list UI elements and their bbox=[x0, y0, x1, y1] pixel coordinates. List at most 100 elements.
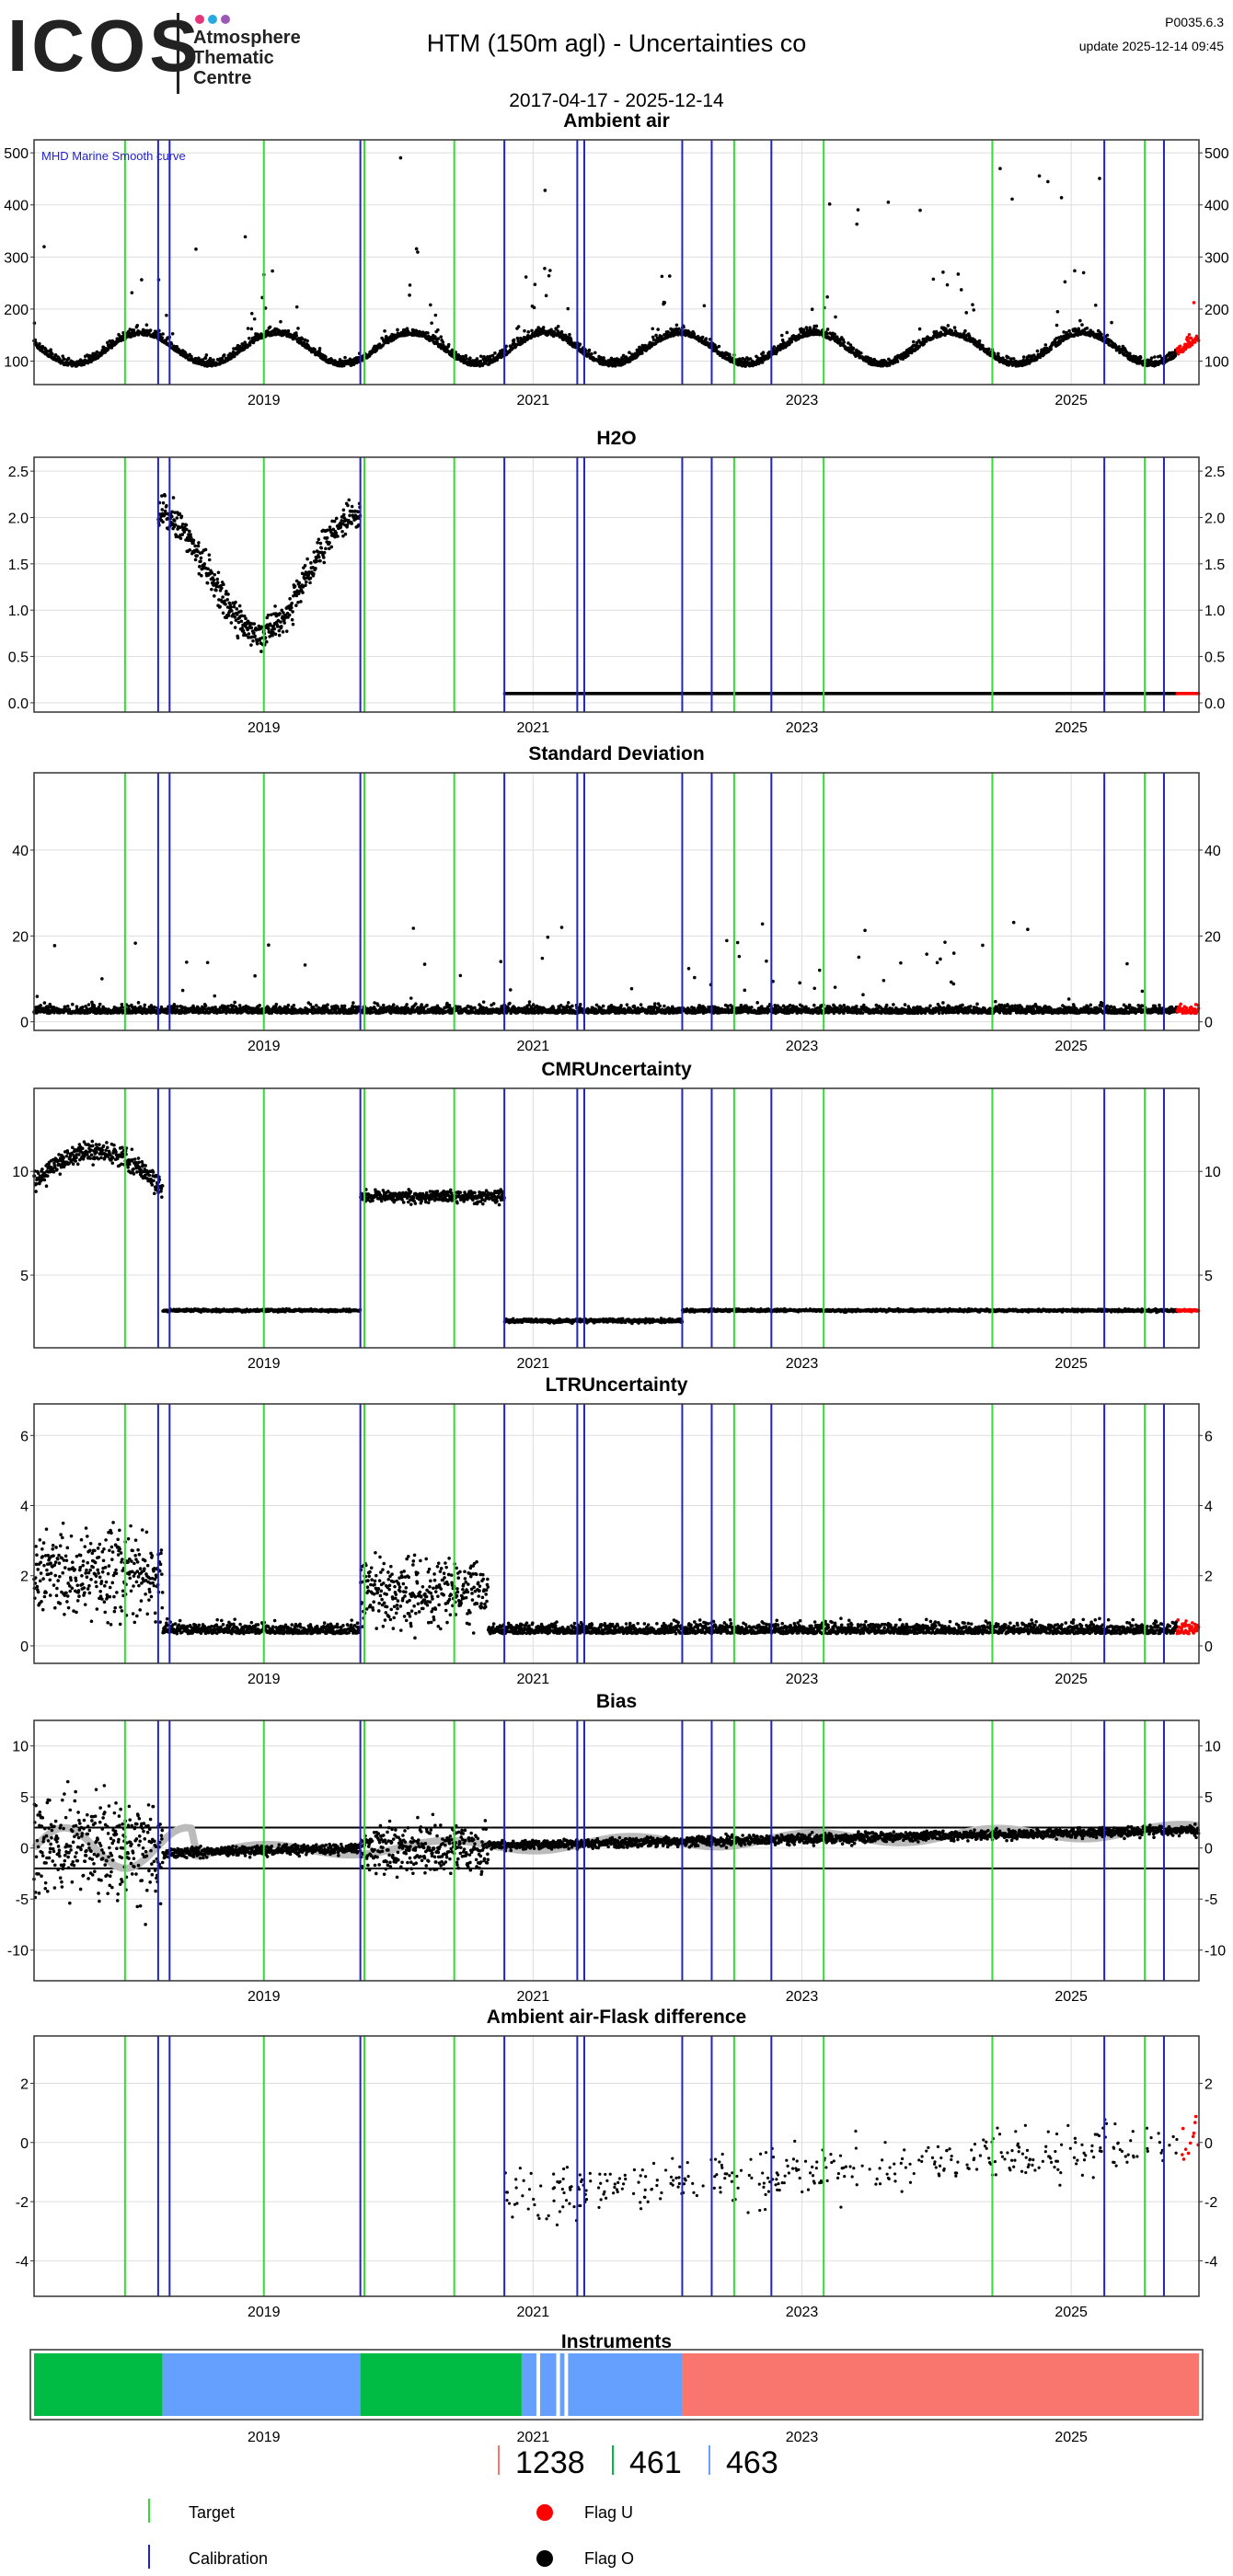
y-tick-label: 0.5 bbox=[1204, 650, 1225, 666]
x-tick-label: 2023 bbox=[786, 720, 819, 736]
x-tick-label: 2021 bbox=[517, 1989, 550, 2005]
panel-frame bbox=[33, 456, 1200, 713]
y-tick-label: 500 bbox=[4, 146, 29, 162]
panel-title: Ambient air bbox=[563, 110, 670, 132]
x-tick-label: 2021 bbox=[517, 2430, 550, 2445]
data-points bbox=[156, 492, 1179, 696]
y-tick-label: 40 bbox=[12, 844, 29, 859]
y-tick-label: 2 bbox=[1204, 2076, 1213, 2092]
data-points bbox=[503, 2118, 1179, 2226]
y-tick-label: 1.0 bbox=[8, 604, 29, 619]
y-tick-label: 5 bbox=[20, 1790, 29, 1806]
data-points bbox=[1175, 1618, 1201, 1636]
flag-u-legend-swatch bbox=[536, 2504, 553, 2521]
y-tick-label: -2 bbox=[16, 2195, 29, 2211]
x-tick-label: 2021 bbox=[517, 720, 550, 736]
panel-frame bbox=[33, 2035, 1200, 2297]
panel-title: Standard Deviation bbox=[528, 743, 704, 765]
y-tick-label: -5 bbox=[16, 1892, 29, 1908]
y-tick-label: 400 bbox=[1204, 199, 1229, 214]
x-tick-label: 2019 bbox=[248, 1356, 281, 1372]
panel-frame bbox=[33, 1087, 1200, 1349]
y-tick-label: 200 bbox=[4, 303, 29, 318]
y-tick-label: 10 bbox=[12, 1165, 29, 1180]
y-tick-label: 10 bbox=[1204, 1165, 1221, 1180]
x-tick-label: 2023 bbox=[786, 393, 819, 408]
logo-sub-line: Centre bbox=[193, 68, 252, 88]
y-tick-label: -10 bbox=[1204, 1944, 1226, 1960]
flag-u-legend-label: Flag U bbox=[584, 2503, 633, 2522]
y-tick-label: 5 bbox=[1204, 1269, 1213, 1284]
x-tick-label: 2025 bbox=[1054, 1356, 1088, 1372]
y-tick-label: 0.0 bbox=[1204, 696, 1225, 712]
y-tick-label: 5 bbox=[20, 1269, 29, 1284]
x-tick-label: 2019 bbox=[248, 2430, 281, 2445]
x-tick-label: 2021 bbox=[517, 1039, 550, 1054]
y-tick-label: 4 bbox=[1204, 1500, 1213, 1515]
logo-sub-line: Atmosphere bbox=[193, 28, 301, 48]
y-tick-label: -10 bbox=[7, 1944, 29, 1960]
y-tick-label: 0 bbox=[1204, 1842, 1213, 1857]
y-tick-label: 0 bbox=[20, 1639, 29, 1655]
panel-frame bbox=[33, 139, 1200, 385]
x-tick-label: 2019 bbox=[248, 1989, 281, 2005]
x-tick-label: 2019 bbox=[248, 720, 281, 736]
instrument-gap bbox=[556, 2353, 560, 2416]
x-tick-label: 2021 bbox=[517, 1356, 550, 1372]
data-points bbox=[1175, 1307, 1201, 1314]
data-points bbox=[32, 155, 1179, 368]
instrument-segment bbox=[360, 2353, 522, 2416]
y-tick-label: -4 bbox=[1204, 2254, 1217, 2270]
logo-divider bbox=[177, 13, 179, 94]
x-tick-label: 2023 bbox=[786, 1356, 819, 1372]
instrument-legend-label: 463 bbox=[726, 2445, 778, 2480]
panel-title: LTRUncertainty bbox=[546, 1374, 688, 1396]
x-tick-label: 2025 bbox=[1054, 2430, 1088, 2445]
y-tick-label: 0 bbox=[1204, 1639, 1213, 1655]
y-tick-label: 0.0 bbox=[8, 696, 29, 712]
y-tick-label: 0 bbox=[20, 1016, 29, 1031]
logo-sub-line: Thematic bbox=[193, 48, 274, 68]
y-tick-label: 2.0 bbox=[1204, 511, 1225, 526]
data-points bbox=[32, 1521, 1179, 1640]
x-tick-label: 2025 bbox=[1054, 393, 1088, 408]
panel-frame bbox=[29, 2349, 1204, 2421]
x-tick-label: 2019 bbox=[248, 1672, 281, 1687]
y-tick-label: 0 bbox=[20, 2136, 29, 2152]
x-tick-label: 2023 bbox=[786, 1039, 819, 1054]
x-tick-label: 2019 bbox=[248, 393, 281, 408]
icos-logo: ICOS bbox=[7, 5, 202, 86]
instrument-segment bbox=[34, 2353, 163, 2416]
y-tick-label: 2 bbox=[1204, 1570, 1213, 1585]
y-tick-label: 2 bbox=[20, 1570, 29, 1585]
panel-title: Bias bbox=[596, 1691, 637, 1712]
panel-annotation: MHD Marine Smooth curve bbox=[41, 149, 186, 163]
panel-title: Ambient air-Flask difference bbox=[487, 2007, 746, 2028]
instrument-segment bbox=[162, 2353, 361, 2416]
instrument-legend-label: 461 bbox=[629, 2445, 682, 2480]
y-tick-label: 10 bbox=[12, 1740, 29, 1755]
logo-subtitle: Atmosphere Thematic Centre bbox=[193, 28, 301, 88]
instrument-segment bbox=[682, 2353, 1199, 2416]
instrument-gap bbox=[564, 2353, 569, 2416]
y-tick-label: 1.5 bbox=[1204, 558, 1225, 573]
panel-frame bbox=[33, 1719, 1200, 1982]
y-tick-label: 0.5 bbox=[8, 650, 29, 666]
panel-h2o: H2O 0.0 0.0 0.5 0.5 1.0 1.0 1.5 1.5 2.0 2.0 2.5 2.5 2… bbox=[8, 428, 1226, 736]
y-tick-label: 20 bbox=[12, 929, 29, 945]
y-tick-label: 2.5 bbox=[8, 465, 29, 480]
y-tick-label: 4 bbox=[20, 1500, 29, 1515]
panel-ambient: Ambient air 100 100 200 200 300 300 400 400 500 50… bbox=[4, 110, 1229, 408]
y-tick-label: 20 bbox=[1204, 929, 1221, 945]
x-tick-label: 2025 bbox=[1054, 2305, 1088, 2320]
x-tick-label: 2025 bbox=[1054, 720, 1088, 736]
logo-dot-icon bbox=[221, 15, 230, 24]
panel-stdev: Standard Deviation 0 0 20 20 40 40 2019 2021 2023… bbox=[12, 743, 1221, 1054]
panel-flask: Ambient air-Flask difference -4 -4 -2 -2 0 0 2 2… bbox=[16, 2007, 1218, 2320]
panel-title: H2O bbox=[596, 428, 636, 449]
y-tick-label: 0 bbox=[1204, 1016, 1213, 1031]
y-tick-label: 0 bbox=[20, 1842, 29, 1857]
logo-dot-icon bbox=[208, 15, 217, 24]
version-label: P0035.6.3 bbox=[1165, 15, 1224, 29]
